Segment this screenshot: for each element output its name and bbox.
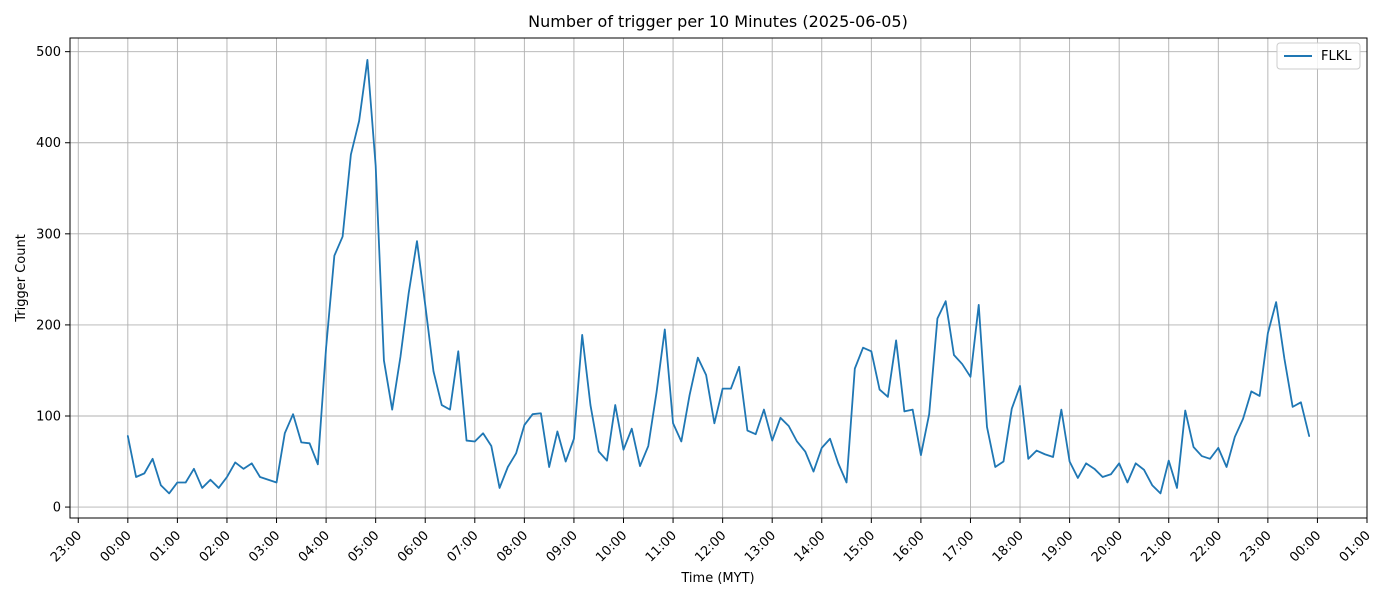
x-tick-label: 18:00 [990, 528, 1027, 565]
x-tick-label: 08:00 [494, 528, 531, 565]
y-tick-label: 200 [36, 318, 61, 333]
x-tick-label: 23:00 [48, 528, 85, 565]
y-axis: 0 100 200 300 400 500 [36, 45, 70, 516]
grid-lines [70, 38, 1368, 518]
series-group [126, 58, 1311, 495]
y-tick-label: 100 [36, 409, 61, 424]
x-tick-label: 07:00 [445, 528, 482, 565]
legend-box [1276, 42, 1361, 70]
x-tick-label: 09:00 [544, 528, 581, 565]
x-tick-label: 21:00 [1138, 528, 1175, 565]
x-tick-label: 19:00 [1039, 528, 1076, 565]
y-tick-label: 500 [36, 45, 61, 60]
legend: FLKL [1276, 42, 1361, 70]
y-tick-label: 300 [36, 227, 61, 242]
x-tick-label: 12:00 [692, 528, 729, 565]
x-tick-label: 16:00 [891, 528, 928, 565]
x-tick-label: 00:00 [98, 528, 135, 565]
x-tick-label: 15:00 [841, 528, 878, 565]
chart-title: Number of trigger per 10 Minutes (2025-0… [528, 12, 908, 31]
y-tick-label: 400 [36, 136, 61, 151]
x-tick-label: 17:00 [940, 528, 977, 565]
series-line-flkl [126, 58, 1311, 495]
x-tick-label: 01:00 [1337, 528, 1374, 565]
x-tick-label: 00:00 [1287, 528, 1324, 565]
y-tick-label: 0 [53, 501, 61, 516]
x-tick-label: 11:00 [643, 528, 680, 565]
plot-frame [69, 37, 1368, 519]
x-tick-label: 05:00 [345, 528, 382, 565]
x-tick-label: 02:00 [197, 528, 234, 565]
x-tick-label: 13:00 [742, 528, 779, 565]
x-tick-label: 20:00 [1089, 528, 1126, 565]
x-tick-label: 03:00 [246, 528, 283, 565]
legend-label-flkl: FLKL [1321, 49, 1352, 64]
x-tick-label: 22:00 [1188, 528, 1225, 565]
x-tick-label: 04:00 [296, 528, 333, 565]
y-axis-label: Trigger Count [14, 234, 29, 323]
x-tick-label: 14:00 [791, 528, 828, 565]
x-tick-label: 23:00 [1238, 528, 1275, 565]
x-tick-label: 06:00 [395, 528, 432, 565]
x-axis: 23:00 00:00 01:00 02:00 03:00 04:00 05:00 06:00… [48, 518, 1374, 565]
x-axis-label: Time (MYT) [680, 571, 754, 586]
x-tick-label: 01:00 [147, 528, 184, 565]
x-tick-label: 10:00 [593, 528, 630, 565]
